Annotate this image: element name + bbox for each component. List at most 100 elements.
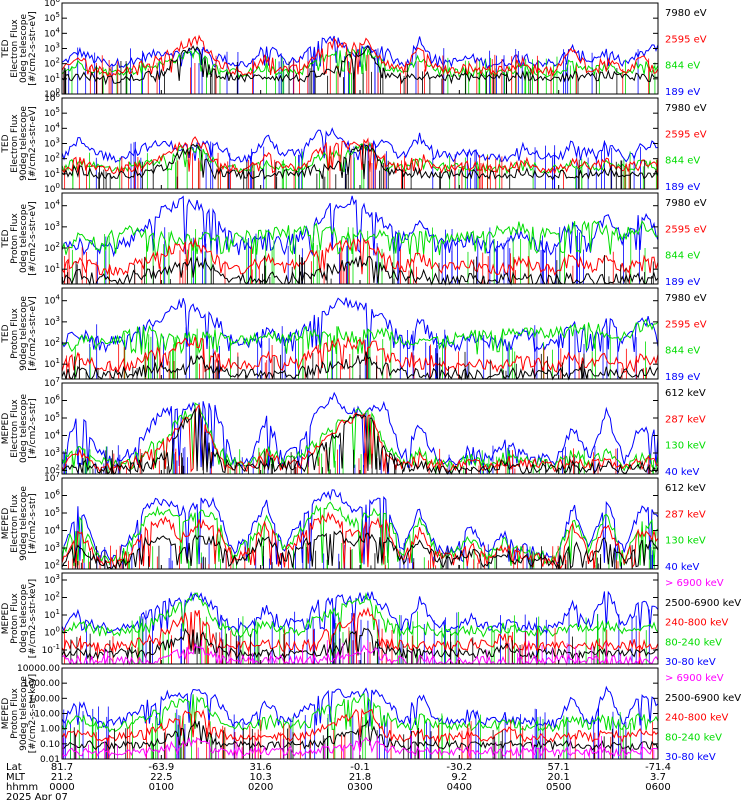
y-tick-label: 101 xyxy=(44,262,60,275)
legend-entry: 189 eV xyxy=(665,277,700,288)
y-axis-label: MEPEDElectron Flux90deg telescope[#/cm2-… xyxy=(1,486,38,561)
x-tick-lat: -71.4 xyxy=(645,762,671,773)
series-red-line xyxy=(61,403,659,474)
series-black-line xyxy=(61,143,659,181)
series-green-line xyxy=(61,501,659,567)
legend-entry: 7980 eV xyxy=(665,8,707,19)
legend-entry: 2595 eV xyxy=(665,34,707,45)
x-row-label-lat: Lat xyxy=(6,762,22,773)
y-tick-label: 101 xyxy=(44,72,60,85)
y-tick-label: 106 xyxy=(44,394,60,407)
legend-entry: 7980 eV xyxy=(665,103,707,114)
legend-entry: 130 keV xyxy=(665,536,706,547)
panel-8: 0.01 0.10 1.00 10.00 100.00 1000.00 10000.00ME… xyxy=(1,664,741,765)
y-axis-label: TEDProton Flux0deg telescope[#/cm2-s-str… xyxy=(1,201,38,276)
panel-frame xyxy=(61,382,659,475)
series-black-line xyxy=(61,350,659,381)
y-tick-label: 106 xyxy=(44,91,60,104)
y-tick-label: 102 xyxy=(44,559,60,572)
y-tick-label: 102 xyxy=(44,591,60,604)
x-tick-hhmm: 0500 xyxy=(546,782,571,793)
legend-entry: 612 keV xyxy=(665,483,706,494)
panel-2: 100 101 102 103 104 105 106 TEDElectron Flux90d… xyxy=(1,91,707,195)
y-tick-label: 105 xyxy=(44,506,60,519)
y-tick-label: 106 xyxy=(44,0,60,9)
legend-entry: 287 keV xyxy=(665,414,706,425)
series-green-line xyxy=(61,220,659,257)
x-tick-lat: -63.9 xyxy=(148,762,174,773)
series-green-line xyxy=(61,592,659,639)
series-blue-line xyxy=(61,297,659,354)
panel-frame xyxy=(61,192,659,285)
y-tick-label: 0.10 xyxy=(40,740,60,750)
y-axis-label: TEDElectron Flux0deg telescope[#/cm2-s-s… xyxy=(1,11,38,86)
legend-entry: 844 eV xyxy=(665,251,700,262)
x-tick-hhmm: 0300 xyxy=(347,782,372,793)
x-date-label: 2025 Apr 07 xyxy=(6,792,68,800)
legend-entry: 2595 eV xyxy=(665,224,707,235)
panel-4: 101 102 103 104 TEDProton Flux90deg telescop… xyxy=(1,287,707,383)
y-tick-label: 102 xyxy=(44,152,60,165)
y-tick-label: 101 xyxy=(44,608,60,621)
series-red-line xyxy=(61,606,659,653)
x-tick-lat: 31.6 xyxy=(250,762,272,773)
legend-entry: 189 eV xyxy=(665,372,700,383)
y-tick-label: 107 xyxy=(44,376,60,389)
x-tick-mlt: 9.2 xyxy=(451,772,467,783)
x-tick-lat: 57.1 xyxy=(548,762,570,773)
y-tick-label: 103 xyxy=(44,573,60,586)
legend-entry: 287 keV xyxy=(665,509,706,520)
legend-entry: > 6900 keV xyxy=(665,578,724,589)
y-tick-label: 104 xyxy=(44,26,60,39)
series-green-line xyxy=(61,318,659,355)
legend-entry: 240-800 keV xyxy=(665,713,729,724)
y-tick-label: 106 xyxy=(44,489,60,502)
panel-3: 101 102 103 104 TEDProton Flux0deg telescope… xyxy=(1,192,707,288)
y-tick-label: 103 xyxy=(44,137,60,150)
x-tick-lat: -30.2 xyxy=(446,762,472,773)
series-red-line xyxy=(61,34,659,78)
y-tick-label: 105 xyxy=(44,106,60,119)
legend-entry: 2500-6900 keV xyxy=(665,598,741,609)
x-tick-hhmm: 0400 xyxy=(447,782,472,793)
x-tick-hhmm: 0600 xyxy=(645,782,670,793)
y-tick-label: 1000.00 xyxy=(23,679,60,689)
series-black-line xyxy=(61,408,659,476)
legend-entry: 30-80 keV xyxy=(665,657,716,668)
y-tick-label: 103 xyxy=(44,220,60,233)
legend-entry: 2595 eV xyxy=(665,319,707,330)
x-row-label-mlt: MLT xyxy=(6,772,26,783)
y-tick-label: 100 xyxy=(44,87,60,100)
y-tick-label: 1.00 xyxy=(40,725,60,735)
y-tick-label: 105 xyxy=(44,411,60,424)
x-tick-mlt: 21.8 xyxy=(349,772,371,783)
panel-5: 102 103 104 105 106 107 MEPEDElectron Flux0deg… xyxy=(1,376,706,478)
y-tick-label: 103 xyxy=(44,541,60,554)
x-tick-mlt: 10.3 xyxy=(250,772,272,783)
y-axis-label: MEPEDElectron Flux0deg telescope[#/cm2-s… xyxy=(1,394,38,464)
series-green-line xyxy=(61,693,659,733)
legend-entry: 7980 eV xyxy=(665,198,707,209)
panel-6: 102 103 104 105 106 107 MEPEDElectron Flux90de… xyxy=(1,471,706,573)
legend-entry: 2500-6900 keV xyxy=(665,693,741,704)
x-tick-lat: -0.1 xyxy=(350,762,370,773)
y-tick-label: 102 xyxy=(44,464,60,477)
y-tick-label: 107 xyxy=(44,471,60,484)
legend-entry: 7980 eV xyxy=(665,293,707,304)
series-black-line xyxy=(61,530,659,570)
series-green-line xyxy=(61,142,659,175)
y-tick-label: 0.01 xyxy=(40,755,60,765)
y-tick-label: 102 xyxy=(44,57,60,70)
legend-entry: 240-800 keV xyxy=(665,618,729,629)
panel-frame xyxy=(61,97,659,190)
legend-entry: 130 keV xyxy=(665,441,706,452)
y-tick-label: 104 xyxy=(44,121,60,134)
legend-entry: 844 eV xyxy=(665,346,700,357)
series-blue-line xyxy=(61,195,659,258)
panel-7: 10-1 100 101 102 103 MEPEDProton Flux0deg tel… xyxy=(1,572,741,668)
legend-entry: 30-80 keV xyxy=(665,752,716,763)
y-tick-label: 103 xyxy=(44,42,60,55)
y-tick-label: 100 xyxy=(44,182,60,195)
series-red-line xyxy=(61,335,659,374)
